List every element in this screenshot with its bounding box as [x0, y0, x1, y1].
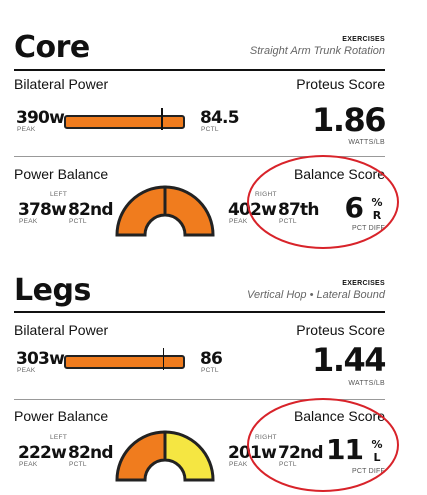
peak-value: 303w — [16, 349, 65, 369]
divider — [14, 69, 385, 71]
balance-percent: % — [371, 196, 383, 209]
left-peak-label: PEAK — [19, 218, 38, 225]
proteus-score-label: Proteus Score — [296, 76, 385, 92]
left-label: LEFT — [50, 434, 68, 441]
balance-percent: % — [371, 438, 383, 451]
gauge-right-segment — [163, 185, 215, 237]
gauge-right-segment — [163, 430, 215, 482]
right-peak-label: PEAK — [229, 218, 248, 225]
right-label: RIGHT — [255, 434, 277, 441]
left-peak-value: 222w — [18, 443, 67, 463]
balance-unit: PCT DIFF — [352, 468, 385, 475]
exercise-name: Straight Arm Trunk Rotation — [249, 45, 385, 57]
core-balance-gauge — [115, 185, 215, 237]
left-pctl-label: PCTL — [69, 218, 87, 225]
right-peak-label: PEAK — [229, 461, 248, 468]
left-label: LEFT — [50, 191, 68, 198]
legs-section: Legs EXERCISES Vertical Hop • Lateral Bo… — [0, 245, 427, 495]
exercises-label: EXERCISES — [342, 280, 385, 287]
exercise-name: Vertical Hop • Lateral Bound — [247, 289, 385, 301]
bilateral-power-label: Bilateral Power — [14, 322, 109, 338]
proteus-score-label: Proteus Score — [296, 322, 385, 338]
balance-side: R — [372, 209, 382, 222]
right-pctl-label: PCTL — [279, 461, 297, 468]
proteus-score: 1.44 — [312, 341, 386, 379]
balance-value: 11 — [326, 433, 364, 466]
power-balance-label: Power Balance — [14, 166, 109, 182]
annotation-circle — [247, 398, 399, 492]
balance-score-label: Balance Score — [293, 166, 385, 182]
proteus-unit: WATTS/LB — [348, 139, 385, 146]
bilateral-power-label: Bilateral Power — [14, 76, 109, 92]
annotation-circle — [247, 155, 399, 249]
gauge-left-segment — [115, 430, 167, 482]
left-peak-label: PEAK — [19, 461, 38, 468]
proteus-unit: WATTS/LB — [348, 380, 385, 387]
power-bar — [64, 355, 185, 369]
peak-label: PEAK — [17, 367, 36, 374]
pctl-label: PCTL — [201, 126, 219, 133]
left-pctl-value: 82nd — [68, 200, 114, 220]
pctl-marker — [162, 348, 165, 370]
peak-label: PEAK — [17, 126, 36, 133]
balance-unit: PCT DIFF — [352, 225, 385, 232]
core-section: Core EXERCISES Straight Arm Trunk Rotati… — [14, 30, 386, 232]
left-peak-value: 378w — [18, 200, 67, 220]
gauge-left-segment — [115, 185, 167, 237]
left-pctl-label: PCTL — [69, 461, 87, 468]
balance-value: 6 — [344, 191, 365, 224]
balance-side: L — [373, 451, 381, 464]
right-pctl-label: PCTL — [279, 218, 297, 225]
pctl-value: 86 — [200, 349, 223, 369]
left-pctl-value: 82nd — [68, 443, 114, 463]
power-balance-label: Power Balance — [14, 408, 109, 424]
section-title: Legs — [14, 273, 91, 308]
pctl-label: PCTL — [201, 367, 219, 374]
balance-score-label: Balance Score — [293, 408, 385, 424]
exercises-label: EXERCISES — [342, 36, 385, 43]
right-pctl-value: 72nd — [278, 443, 324, 463]
right-pctl-value: 87th — [278, 200, 319, 220]
proteus-score: 1.86 — [312, 101, 386, 139]
right-peak-value: 201w — [228, 443, 277, 463]
pctl-marker — [161, 108, 163, 130]
pctl-value: 84.5 — [200, 108, 240, 128]
section-title: Core — [14, 30, 90, 65]
right-peak-value: 402w — [228, 200, 277, 220]
divider — [14, 399, 385, 400]
power-bar — [64, 115, 185, 129]
divider — [14, 156, 385, 157]
legs-balance-gauge — [115, 430, 215, 482]
right-label: RIGHT — [255, 191, 277, 198]
peak-value: 390w — [16, 108, 65, 128]
divider — [14, 311, 385, 313]
